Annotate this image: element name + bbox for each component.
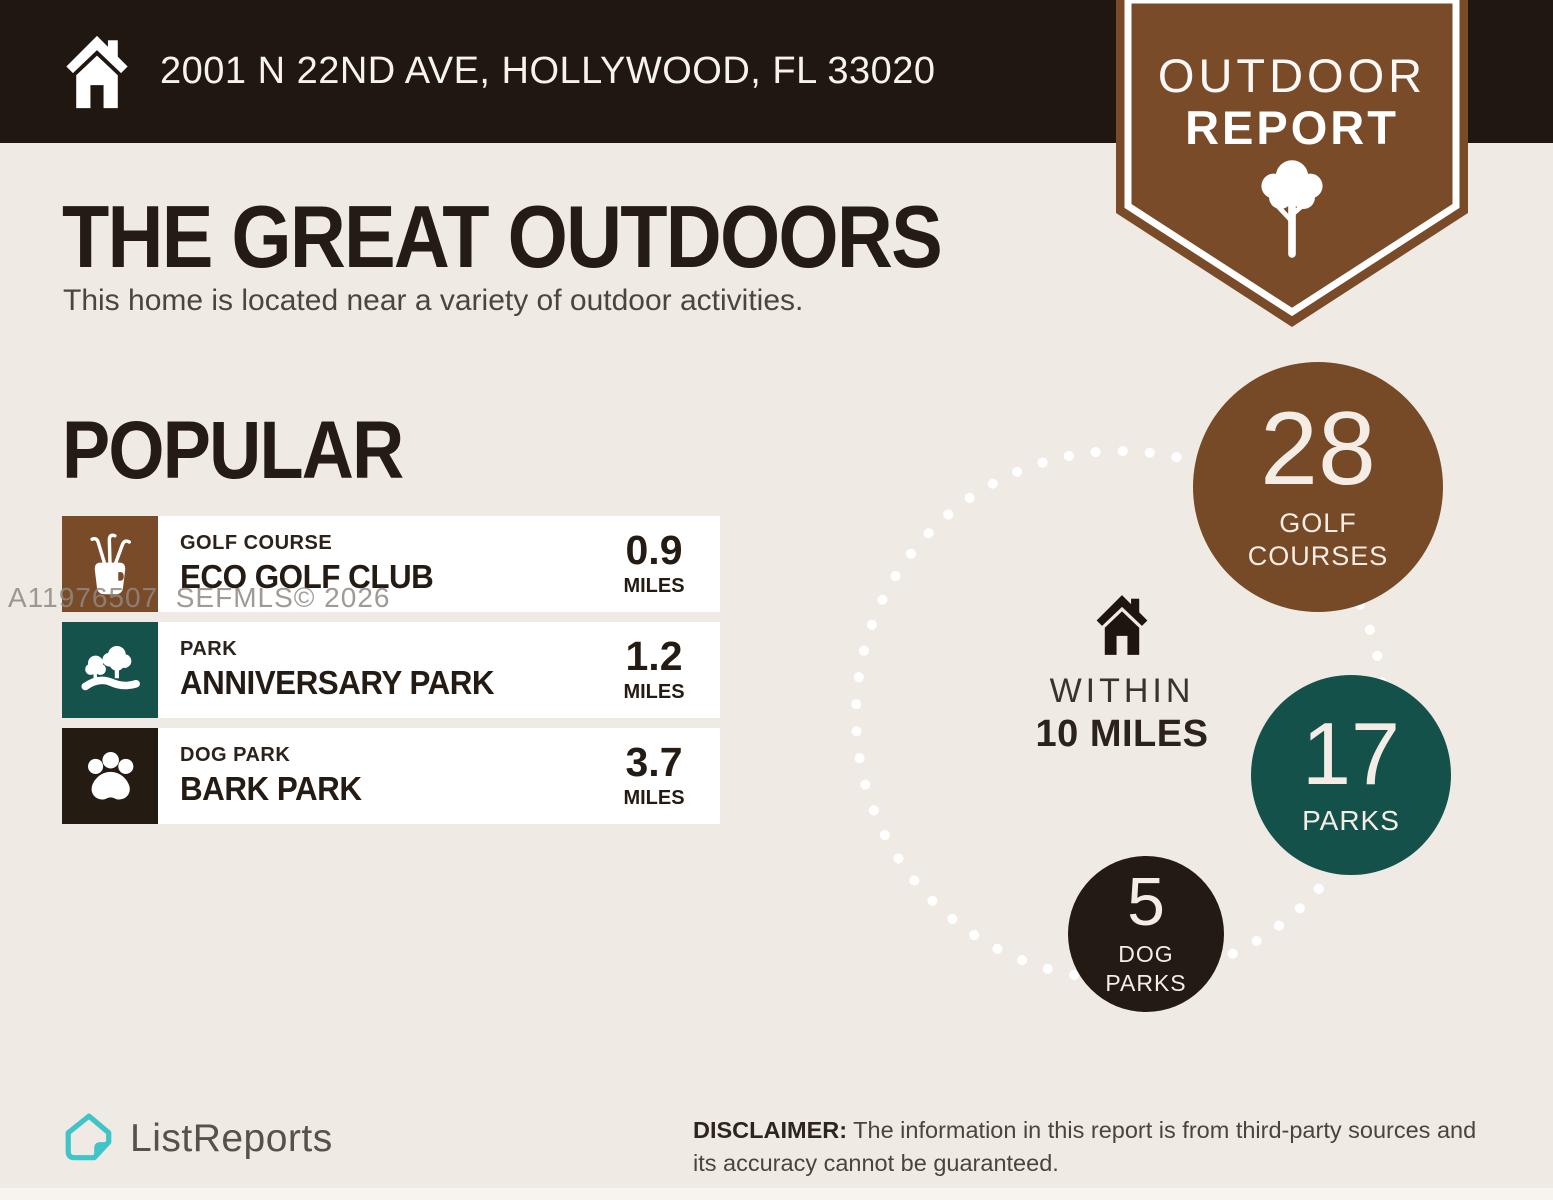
list-item-dog-park: DOG PARK BARK PARK 3.7 MILES: [62, 728, 720, 824]
item-category: DOG PARK: [180, 744, 291, 766]
popular-list: GOLF COURSE ECO GOLF CLUB 0.9 MILES: [62, 516, 720, 834]
stat-label: PARKS: [1302, 805, 1400, 837]
distance-unit: MILES: [623, 681, 685, 703]
stat-value: 28: [1260, 390, 1376, 507]
item-distance: 0.9 MILES: [602, 516, 720, 612]
stat-value: 5: [1127, 864, 1165, 941]
popular-section-heading: POPULAR: [62, 405, 404, 496]
brand-name: ListReports: [130, 1117, 333, 1160]
home-icon: [66, 35, 128, 108]
radius-line1: WITHIN: [1049, 672, 1195, 710]
stat-circle-golf-courses: 28 GOLF COURSES: [1193, 362, 1443, 612]
disclaimer-label: DISCLAIMER:: [693, 1117, 848, 1143]
item-name: ANNIVERSARY PARK: [180, 664, 495, 701]
paw-icon: [62, 728, 158, 824]
golf-bag-icon: [62, 516, 158, 612]
outdoor-report-badge: OUTDOOR REPORT: [1116, 0, 1468, 334]
listreports-logo: ListReports: [62, 1112, 333, 1166]
disclaimer-text: The information in this report is from t…: [693, 1117, 1477, 1176]
list-item-text: PARK ANNIVERSARY PARK: [158, 622, 602, 718]
listreports-house-icon: [65, 1113, 112, 1161]
item-distance: 3.7 MILES: [602, 728, 720, 824]
stat-circle-dog-parks: 5 DOG PARKS: [1068, 856, 1224, 1012]
bottom-strip: [0, 1188, 1553, 1200]
mls-watermark: A11976507 SEFMLS© 2026: [8, 582, 391, 613]
home-icon: [1096, 595, 1148, 655]
tree-icon: [1261, 160, 1323, 258]
item-category: PARK: [180, 638, 238, 660]
radius-label: WITHIN 10 MILES: [1022, 593, 1222, 756]
item-name: ECO GOLF CLUB: [180, 558, 434, 595]
badge-title-line2: REPORT: [1185, 101, 1399, 154]
list-item-text: DOG PARK BARK PARK: [158, 728, 602, 824]
page-subtitle: This home is located near a variety of o…: [63, 284, 804, 317]
park-icon: [62, 622, 158, 718]
radius-line2: 10 MILES: [1035, 713, 1209, 755]
stat-value: 17: [1302, 703, 1400, 803]
disclaimer: DISCLAIMER: The information in this repo…: [693, 1114, 1493, 1180]
distance-unit: MILES: [623, 787, 685, 809]
badge-title-line1: OUTDOOR: [1157, 49, 1427, 102]
page-title: THE GREAT OUTDOORS: [62, 187, 943, 286]
property-address: 2001 N 22ND AVE, HOLLYWOOD, FL 33020: [160, 50, 936, 92]
list-item-text: GOLF COURSE ECO GOLF CLUB: [158, 516, 602, 612]
list-item-park: PARK ANNIVERSARY PARK 1.2 MILES: [62, 622, 720, 718]
distance-value: 3.7: [625, 739, 683, 785]
item-name: BARK PARK: [180, 770, 362, 807]
distance-unit: MILES: [623, 575, 685, 597]
stat-circle-parks: 17 PARKS: [1251, 675, 1451, 875]
item-category: GOLF COURSE: [180, 532, 333, 554]
item-distance: 1.2 MILES: [602, 622, 720, 718]
list-item-golf-course: GOLF COURSE ECO GOLF CLUB 0.9 MILES: [62, 516, 720, 612]
stat-label: DOG PARKS: [1105, 941, 1187, 996]
stat-label: GOLF COURSES: [1247, 507, 1389, 572]
distance-value: 1.2: [625, 633, 683, 679]
distance-value: 0.9: [625, 527, 683, 573]
